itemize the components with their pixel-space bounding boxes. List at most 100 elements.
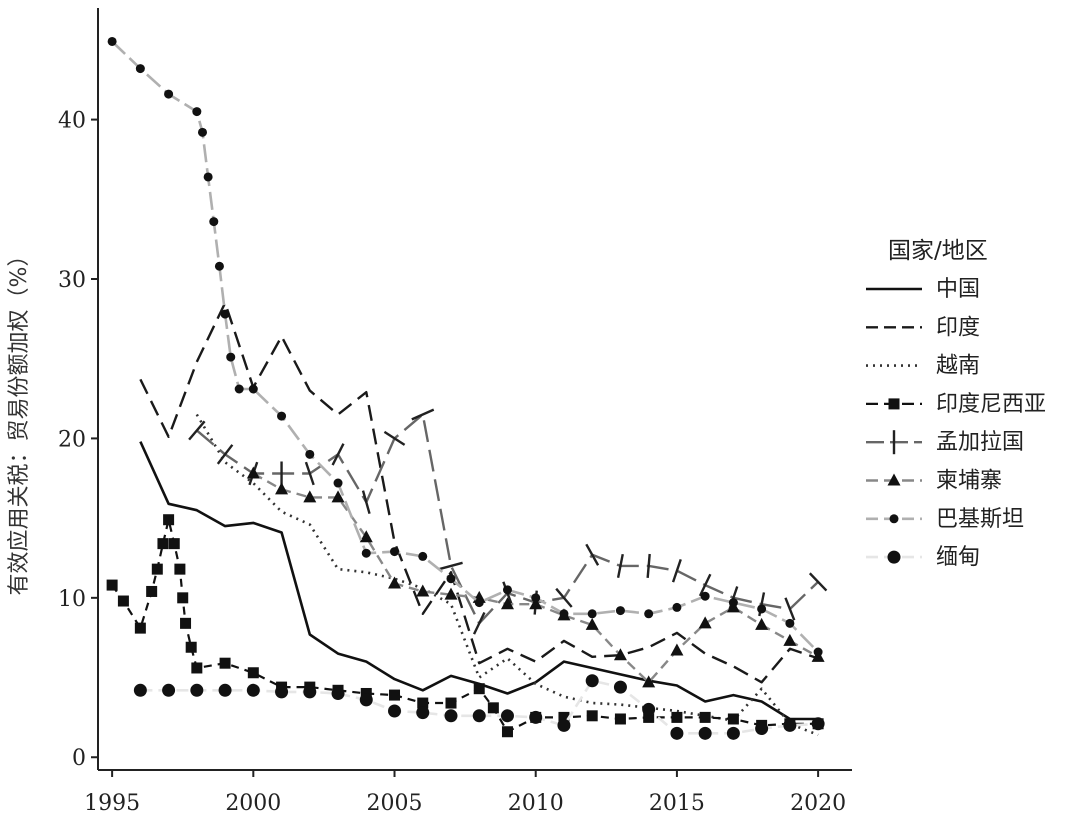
data-point	[616, 553, 624, 578]
data-point	[216, 444, 234, 465]
data-point	[185, 641, 197, 653]
data-point	[698, 726, 712, 740]
data-point	[197, 127, 207, 137]
data-point	[214, 261, 224, 271]
x-tick-label: 2015	[649, 791, 705, 816]
data-point	[887, 473, 901, 486]
data-point	[247, 667, 259, 679]
data-point	[157, 538, 169, 550]
data-point	[417, 697, 429, 709]
data-point	[614, 713, 626, 725]
data-point	[277, 411, 287, 421]
legend-label: 印度尼西亚	[936, 392, 1046, 417]
data-point	[444, 587, 458, 600]
data-point	[411, 408, 435, 421]
legend-title: 国家/地区	[888, 238, 988, 264]
data-point	[755, 617, 769, 630]
data-point	[275, 685, 289, 699]
data-point	[559, 609, 569, 619]
data-point	[613, 648, 627, 661]
data-point	[168, 538, 180, 550]
data-point	[699, 711, 711, 723]
legend-item: 孟加拉国	[866, 430, 1024, 455]
data-point	[586, 710, 598, 722]
series-缅甸	[133, 674, 825, 740]
data-point	[474, 598, 484, 608]
data-point	[248, 384, 258, 394]
data-point	[388, 704, 402, 718]
x-tick-label: 2000	[225, 791, 281, 816]
data-point	[191, 662, 203, 674]
data-point	[162, 683, 176, 697]
data-point	[151, 563, 163, 575]
data-point	[502, 585, 512, 595]
x-tick-label: 2005	[367, 791, 423, 816]
data-point	[783, 718, 797, 732]
data-point	[531, 593, 541, 603]
data-point	[529, 597, 543, 610]
legend-label: 中国	[936, 277, 980, 302]
data-point	[500, 709, 514, 723]
series-line	[139, 441, 819, 721]
data-point	[585, 617, 599, 630]
data-point	[644, 609, 654, 619]
legend-label: 孟加拉国	[936, 430, 1024, 455]
data-point	[671, 558, 682, 583]
data-point	[331, 490, 345, 503]
y-tick-label: 40	[58, 109, 86, 134]
data-point	[672, 602, 682, 612]
plot-area	[106, 36, 828, 740]
legend-item: 巴基斯坦	[866, 507, 1024, 532]
data-point	[146, 585, 158, 597]
data-point	[388, 576, 402, 589]
series-柬埔寨	[246, 466, 825, 688]
data-point	[203, 172, 213, 182]
data-point	[416, 584, 430, 597]
x-tick-label: 2020	[790, 791, 846, 816]
data-point	[670, 643, 684, 656]
data-point	[303, 685, 317, 699]
series-line	[111, 40, 820, 653]
data-point	[887, 550, 901, 564]
data-point	[305, 449, 315, 459]
y-tick-label: 10	[58, 587, 86, 612]
data-point	[164, 89, 174, 99]
legend-item: 印度尼西亚	[866, 392, 1046, 417]
data-point	[472, 612, 486, 635]
data-point	[416, 706, 430, 720]
data-point	[783, 633, 797, 646]
data-point	[889, 514, 899, 524]
data-point	[163, 514, 175, 526]
data-point	[473, 683, 485, 695]
legend-item: 越南	[866, 354, 980, 379]
data-point	[587, 609, 597, 619]
data-point	[585, 543, 600, 566]
y-tick-label: 0	[72, 746, 86, 771]
legend-label: 缅甸	[936, 545, 980, 570]
data-point	[192, 107, 202, 117]
legend-label: 巴基斯坦	[936, 507, 1024, 532]
y-tick-label: 30	[58, 268, 86, 293]
data-point	[557, 718, 571, 732]
data-point	[361, 490, 371, 515]
data-point	[418, 551, 428, 561]
data-point	[275, 482, 289, 495]
data-point	[888, 398, 900, 410]
data-point	[226, 352, 236, 362]
data-point	[813, 647, 823, 657]
data-point	[642, 702, 656, 716]
data-point	[487, 702, 499, 714]
data-point	[180, 617, 192, 629]
data-point	[671, 711, 683, 723]
data-point	[727, 713, 739, 725]
data-point	[106, 579, 118, 591]
data-point	[133, 683, 147, 697]
data-point	[439, 561, 463, 571]
data-point	[444, 709, 458, 723]
series-印度尼西亚	[106, 514, 824, 738]
data-point	[558, 711, 570, 723]
data-point	[555, 587, 573, 608]
data-point	[755, 722, 769, 736]
